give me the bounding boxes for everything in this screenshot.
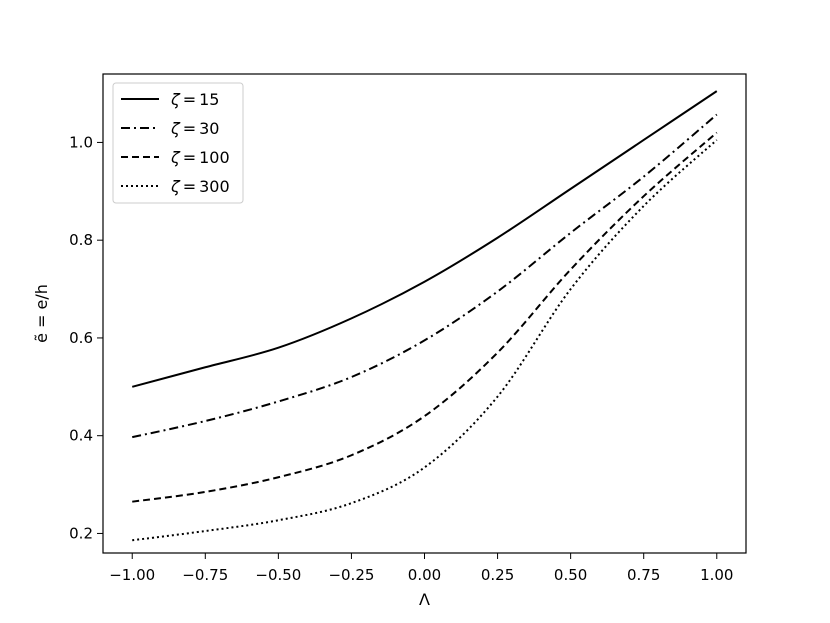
legend-label: ζ = 100 [170,148,230,167]
legend-operator: = [183,148,196,167]
legend-operator: = [183,90,196,109]
x-tick-label: 0.50 [554,566,587,584]
x-tick-label: 0.00 [408,566,441,584]
legend-value: 15 [199,90,219,109]
series-line-0 [131,90,718,388]
plot-lines [131,90,718,542]
legend-symbol: ζ [170,148,181,167]
legend-label: ζ = 30 [170,119,219,138]
y-tick-label: 0.2 [69,524,93,542]
legend-label: ζ = 15 [170,90,219,109]
legend-label: ζ = 300 [170,177,230,196]
series-line-2 [132,131,718,503]
series-line-3 [132,139,718,542]
y-tick-label: 0.4 [69,427,93,445]
legend-value: 100 [199,148,230,167]
legend-operator: = [183,177,196,196]
x-tick-label: 1.00 [700,566,733,584]
y-axis: 0.2 0.4 0.6 0.8 1.0 [69,133,103,542]
legend-value: 300 [199,177,230,196]
x-tick-label: 0.25 [481,566,514,584]
legend-symbol: ζ [170,177,181,196]
x-tick-label: −0.75 [182,566,228,584]
y-tick-label: 0.8 [69,231,93,249]
legend-value: 30 [199,119,219,138]
x-tick-label: 0.75 [627,566,660,584]
x-axis-label: Λ [419,590,430,609]
legend-box [112,82,244,204]
x-tick-label: −0.50 [255,566,301,584]
legend-symbol: ζ [170,119,181,138]
x-axis: −1.00 −0.75 −0.50 −0.25 0.00 0.25 0.50 0.75 1.00 [109,553,733,584]
x-tick-label: −1.00 [109,566,155,584]
y-axis-label: ẽ = e/h [32,284,51,343]
y-tick-label: 0.6 [69,329,93,347]
x-tick-label: −0.25 [328,566,374,584]
legend-operator: = [183,119,196,138]
y-tick-label: 1.0 [69,133,93,151]
legend-symbol: ζ [170,90,181,109]
